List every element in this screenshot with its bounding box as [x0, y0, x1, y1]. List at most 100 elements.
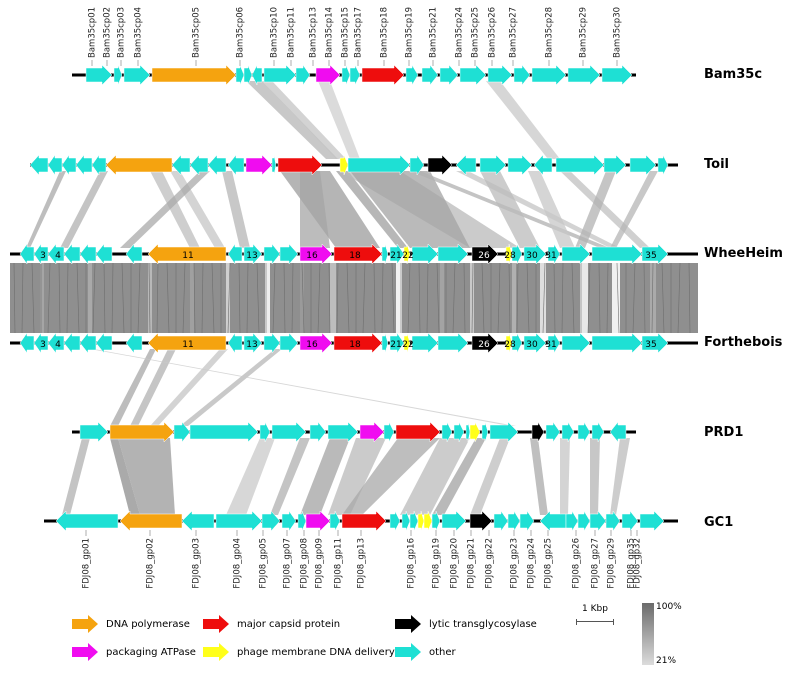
- bottom-gene-label: FDJ08_gp24: [527, 538, 537, 589]
- link-stripe: [470, 263, 474, 333]
- gene-arrow: [151, 64, 237, 86]
- bottom-gene-label: FDJ08_gp19: [432, 538, 442, 589]
- gene-arrow: [565, 510, 579, 532]
- gene-arrow: [47, 154, 63, 176]
- gene-arrow: [341, 510, 387, 532]
- gene-arrow: [395, 421, 441, 443]
- gene-arrow: [125, 332, 143, 354]
- gene-arrow: [227, 243, 243, 265]
- link-line: [561, 262, 564, 334]
- link: [60, 171, 108, 248]
- gene-number-label: 22: [402, 251, 413, 261]
- link: [610, 438, 630, 515]
- link: [222, 171, 250, 248]
- bottom-gene-label: FDJ08_gp03: [192, 538, 202, 589]
- gene-arrow: [641, 332, 669, 354]
- link-stripe: [650, 263, 656, 333]
- top-gene-label: Bam35cp03: [117, 7, 127, 58]
- gene-arrow: [511, 243, 523, 265]
- gene-arrow: [437, 332, 469, 354]
- gene-arrow: [471, 243, 499, 265]
- top-gene-label: Bam35cp01: [88, 7, 98, 58]
- link: [246, 81, 338, 159]
- gene-arrow: [511, 332, 523, 354]
- link: [400, 438, 470, 515]
- gene-arrow: [95, 332, 113, 354]
- link: [336, 171, 408, 248]
- gene-arrow: [555, 154, 605, 176]
- gene-number-label: 31: [545, 251, 556, 261]
- gene-number-label: 18: [349, 340, 361, 350]
- gene-arrow: [531, 64, 567, 86]
- genes-prd1: [79, 421, 627, 443]
- bottom-gene-label: FDJ08_gp07: [283, 538, 293, 589]
- gene-arrow: [19, 332, 35, 354]
- link-line: [137, 262, 141, 334]
- gene-arrow: [125, 243, 143, 265]
- top-gene-label: Bam35cp29: [579, 7, 589, 58]
- link-stripe: [226, 263, 230, 333]
- legend-label: other: [429, 646, 456, 658]
- legend-arrow-icon: [203, 643, 229, 661]
- link: [150, 349, 228, 426]
- link-line: [291, 262, 294, 334]
- gene-arrow: [507, 510, 521, 532]
- link-line: [598, 262, 601, 334]
- gene-number-label: 16: [306, 340, 318, 350]
- link: [110, 349, 156, 426]
- link-line: [381, 262, 384, 334]
- bottom-gene-label: FDJ08_gp22: [485, 538, 495, 589]
- gene-arrow: [577, 510, 591, 532]
- gene-arrow: [533, 154, 553, 176]
- gene-arrow: [329, 510, 341, 532]
- gene-arrow: [547, 243, 561, 265]
- top-gene-label: Bam35cp18: [380, 7, 390, 58]
- gene-arrow: [381, 332, 389, 354]
- gene-arrow: [421, 64, 439, 86]
- gene-arrow: [173, 421, 191, 443]
- link-stripe: [580, 263, 588, 333]
- gene-arrow: [349, 64, 361, 86]
- top-gene-label: Bam35cp05: [192, 7, 202, 58]
- link: [110, 438, 140, 515]
- bottom-gene-label: FDJ08_gp23: [510, 538, 520, 589]
- gene-arrow: [427, 154, 453, 176]
- top-gene-label: Bam35cp21: [429, 7, 439, 58]
- gene-arrow: [513, 64, 531, 86]
- gene-arrow: [409, 510, 419, 532]
- gene-arrow: [279, 332, 299, 354]
- gene-arrow: [299, 332, 333, 354]
- link-line: [336, 262, 339, 334]
- gene-number-label: 13: [246, 251, 257, 261]
- bottom-gene-label: FDJ08_gp04: [233, 538, 243, 589]
- gene-arrow: [243, 64, 253, 86]
- legend-other: other: [395, 642, 456, 662]
- gene-arrow: [401, 510, 411, 532]
- genes-toil: [29, 154, 669, 176]
- track-label-bam35c: Bam35c: [704, 67, 763, 82]
- gene-number-label: 11: [182, 251, 193, 261]
- top-gene-label: Bam35cp06: [236, 7, 246, 58]
- legend-arrow-icon: [72, 643, 98, 661]
- link-line: [632, 262, 636, 334]
- link-line: [31, 262, 35, 334]
- gene-arrow: [561, 243, 591, 265]
- top-gene-label: Bam35cp24: [455, 7, 465, 58]
- gene-arrow: [591, 243, 643, 265]
- gene-arrow: [215, 510, 263, 532]
- link-line: [227, 262, 231, 334]
- gene-arrow: [657, 154, 669, 176]
- link: [342, 438, 440, 515]
- gene-number-label: 26: [478, 340, 490, 350]
- gene-arrow: [359, 421, 385, 443]
- gene-arrow: [227, 154, 245, 176]
- gene-arrow: [505, 332, 513, 354]
- link-line: [418, 262, 421, 334]
- gene-arrow: [523, 332, 547, 354]
- legend-label: DNA polymerase: [106, 618, 190, 630]
- genes-bam35c: [85, 64, 633, 86]
- gene-arrow: [487, 64, 513, 86]
- gene-arrow: [79, 243, 97, 265]
- gene-arrow: [567, 64, 601, 86]
- gene-arrow: [605, 510, 621, 532]
